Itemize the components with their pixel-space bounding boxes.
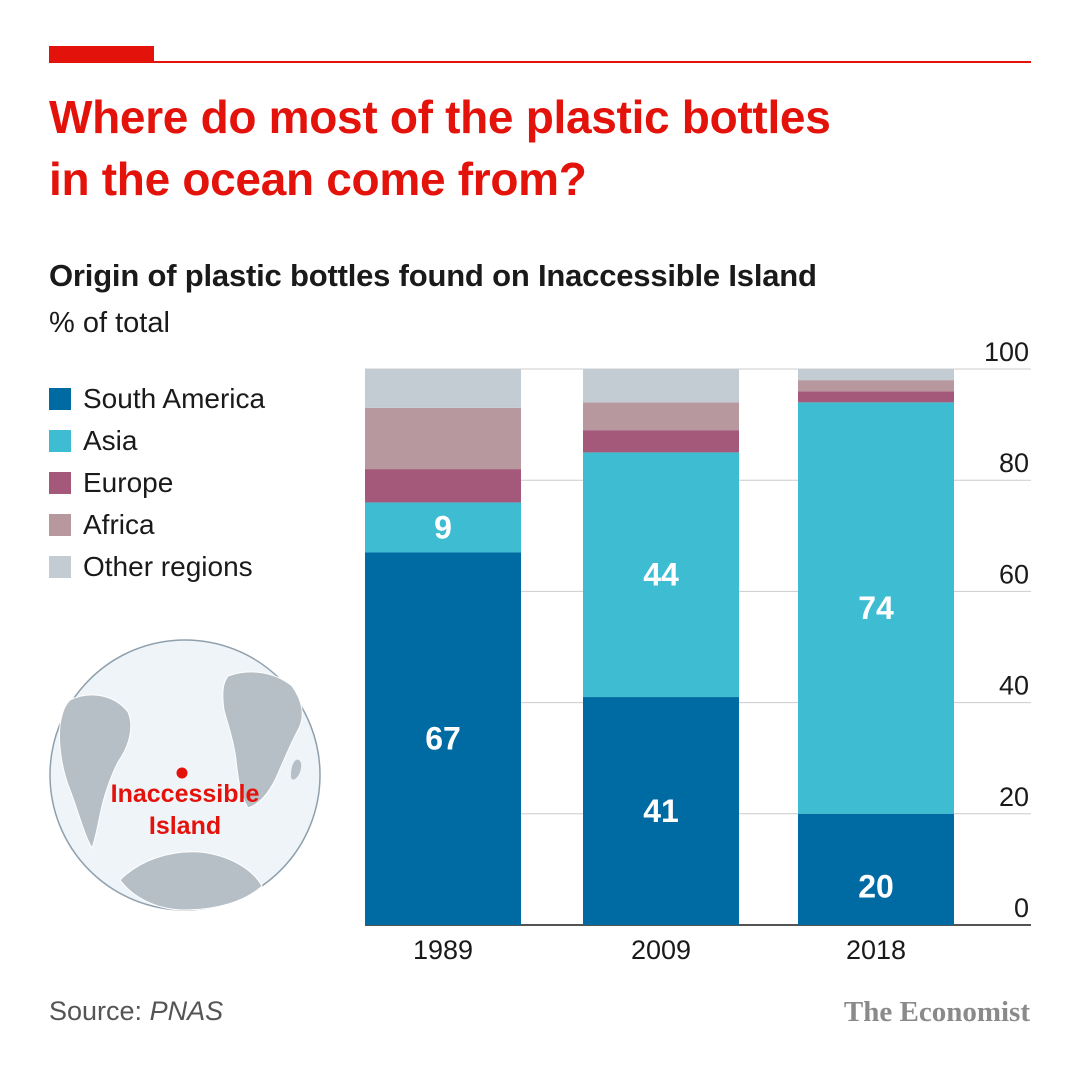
legend-label-africa: Africa: [83, 509, 155, 540]
headline: Where do most of the plastic bottles in …: [49, 86, 989, 210]
brand-red-tag: [49, 46, 154, 62]
y-tick-label-0: 0: [1014, 893, 1029, 923]
headline-line-1: Where do most of the plastic bottles: [49, 91, 831, 143]
legend-item-africa: Africa: [49, 504, 265, 546]
bar-other-regions-2009: [583, 369, 739, 403]
island-label-line-2: Island: [148, 812, 222, 840]
legend-swatch-africa: [49, 514, 71, 536]
legend-item-europe: Europe: [49, 462, 265, 504]
y-tick-label-80: 80: [999, 448, 1029, 478]
bar-asia-2009: [583, 452, 739, 698]
legend-label-europe: Europe: [83, 467, 174, 498]
bar-europe-2009: [583, 430, 739, 453]
legend-swatch-europe: [49, 472, 71, 494]
legend-label-south-america: South America: [83, 383, 266, 414]
bar-other-regions-2018: [798, 369, 954, 381]
y-tick-label-40: 40: [999, 671, 1029, 701]
bar-africa-2018: [798, 380, 954, 392]
island-label-line-1: Inaccessible: [110, 780, 260, 808]
bar-africa-2009: [583, 402, 739, 431]
bar-europe-1989: [365, 469, 521, 503]
bar-south-america-1989: [365, 552, 521, 925]
y-tick-label-100: 100: [984, 337, 1029, 367]
legend-item-south-america: South America: [49, 378, 265, 420]
legend: South America Asia Europe Africa Other regio…: [49, 378, 265, 588]
y-tick-label-20: 20: [999, 782, 1029, 812]
x-tick-label-1989: 1989: [413, 935, 473, 965]
data-label-south-america-1989: 67: [425, 721, 461, 757]
data-label-asia-1989: 9: [434, 509, 452, 545]
madagascar-landmass: [291, 759, 302, 780]
data-label-asia-2009: 44: [643, 557, 679, 593]
africa-landmass: [222, 671, 303, 809]
bar-south-america-2009: [583, 697, 739, 925]
data-label-asia-2018: 74: [858, 590, 894, 626]
x-tick-label-2018: 2018: [846, 935, 906, 965]
unit-label: % of total: [49, 307, 170, 339]
antarctica-landmass: [119, 851, 263, 911]
bar-south-america-2018: [798, 813, 954, 925]
top-rule: [49, 61, 1031, 63]
legend-item-asia: Asia: [49, 420, 265, 462]
bar-europe-2018: [798, 391, 954, 403]
source-name: PNAS: [149, 996, 224, 1026]
data-label-south-america-2018: 20: [858, 868, 894, 904]
south-america-landmass: [59, 694, 132, 850]
segment-labels: 67 9 41 44 20 74: [425, 509, 894, 904]
x-axis-ticks: 1989 2009 2018: [413, 935, 906, 965]
headline-line-2: in the ocean come from?: [49, 153, 587, 205]
legend-item-other-regions: Other regions: [49, 546, 265, 588]
inaccessible-island-marker: [176, 767, 188, 779]
bar-asia-2018: [798, 402, 954, 814]
bar-other-regions-1989: [365, 369, 521, 408]
bar-africa-1989: [365, 407, 521, 470]
legend-swatch-asia: [49, 430, 71, 452]
legend-swatch-other-regions: [49, 556, 71, 578]
legend-label-asia: Asia: [83, 425, 138, 456]
bar-asia-1989: [365, 502, 521, 553]
y-axis-ticks: 0 20 40 60 80 100: [984, 337, 1029, 923]
globe-map: [49, 639, 321, 911]
data-label-south-america-2009: 41: [643, 793, 679, 829]
source-note: Source: PNAS: [49, 996, 223, 1027]
x-tick-label-2009: 2009: [631, 935, 691, 965]
legend-swatch-south-america: [49, 388, 71, 410]
island-label: Inaccessible Island: [80, 778, 290, 842]
publisher-logo: The Economist: [843, 996, 1030, 1028]
y-tick-label-60: 60: [999, 559, 1029, 589]
legend-label-other-regions: Other regions: [83, 551, 253, 582]
chart-subtitle: Origin of plastic bottles found on Inacc…: [49, 258, 817, 293]
bars: [365, 369, 954, 925]
source-prefix: Source:: [49, 996, 150, 1026]
